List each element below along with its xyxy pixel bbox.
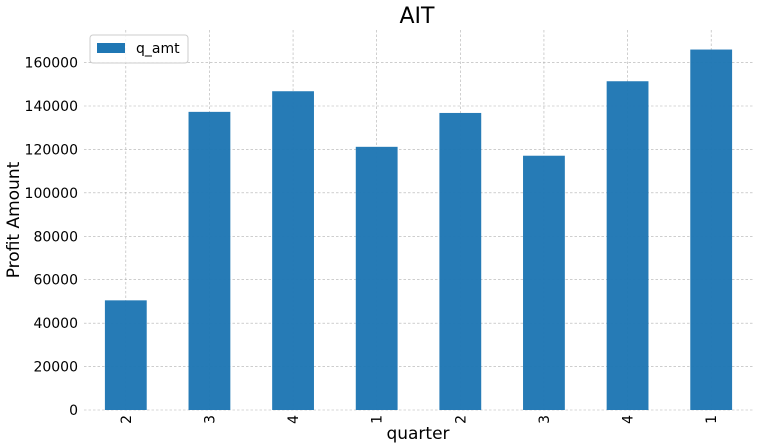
y-tick-label: 40000 [33,316,78,332]
x-tick-label: 3 [202,415,218,424]
x-axis-title: quarter [386,424,449,444]
x-tick-label: 1 [704,415,720,424]
y-axis-ticks: 0 20000 40000 60000 80000 100000 120000 140000 1… [25,56,78,419]
chart-title: AIT [400,4,436,29]
grid [84,30,753,411]
x-tick-label: 4 [286,415,302,424]
x-tick-label: 4 [621,415,637,424]
legend: q_amt [89,34,189,64]
y-tick-label: 80000 [33,229,78,245]
x-tick-label: 1 [370,415,386,424]
y-tick-label: 20000 [33,360,78,376]
x-tick-label: 2 [119,415,135,424]
y-tick-label: 100000 [25,186,78,202]
bar [355,146,398,410]
y-tick-label: 140000 [25,99,78,115]
y-axis-title: Profit Amount [4,161,24,278]
y-tick-label: 160000 [25,56,78,72]
bars [104,49,733,411]
legend-swatch [97,43,125,53]
x-tick-label: 2 [453,415,469,424]
bar [188,111,231,410]
bar [606,81,649,410]
x-axis-ticks: 2 3 4 1 2 3 4 1 [119,415,720,424]
y-tick-label: 60000 [33,273,78,289]
x-tick-label: 3 [537,415,553,424]
bar [523,155,565,410]
legend-label: q_amt [136,41,180,57]
y-tick-label: 120000 [25,142,78,158]
bar [104,300,147,410]
legend-frame [89,34,189,64]
bar [690,49,733,411]
y-tick-label: 0 [69,403,78,419]
bar [439,112,482,410]
bar [272,91,314,410]
